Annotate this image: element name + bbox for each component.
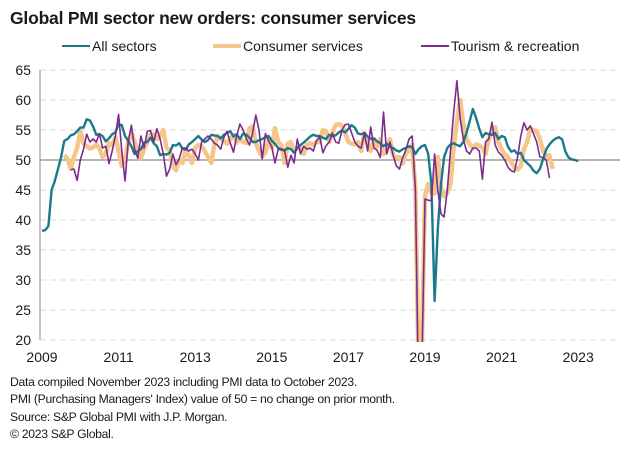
- series-group: [41, 80, 579, 342]
- legend-item-consumer-services: Consumer services: [213, 38, 363, 54]
- y-tick-label: 45: [15, 182, 31, 198]
- y-tick-label: 50: [15, 152, 31, 168]
- y-tick-label: 25: [15, 302, 31, 318]
- y-tick-label: 35: [15, 242, 31, 258]
- legend-item-tourism-recreation: Tourism & recreation: [421, 38, 579, 54]
- y-tick-label: 30: [15, 272, 31, 288]
- legend-swatch-consumer-services: [213, 44, 241, 48]
- footer-notes: Data compiled November 2023 including PM…: [10, 374, 395, 444]
- legend-item-all-sectors: All sectors: [62, 38, 157, 54]
- legend: All sectors Consumer services Tourism & …: [0, 38, 644, 58]
- legend-label-tourism-recreation: Tourism & recreation: [451, 38, 580, 54]
- series-line-all-sectors: [41, 107, 579, 303]
- x-tick-label: 2015: [256, 349, 287, 365]
- legend-swatch-all-sectors: [62, 45, 90, 47]
- footer-line-pmi-definition: PMI (Purchasing Managers' Index) value o…: [10, 392, 395, 407]
- x-axis-ticks: 2009 2011 2013 2015 2017 2019 2021 2023: [26, 349, 594, 365]
- chart-title: Global PMI sector new orders: consumer s…: [10, 8, 416, 28]
- gridlines: [40, 69, 620, 341]
- y-tick-label: 55: [15, 122, 31, 138]
- x-tick-label: 2011: [104, 349, 134, 365]
- x-tick-label: 2023: [563, 349, 594, 365]
- series-line-tourism-recreation: [70, 80, 551, 342]
- footer-line-compiled: Data compiled November 2023 including PM…: [10, 375, 357, 389]
- footer-line-source: Source: S&P Global PMI with J.P. Morgan.: [10, 409, 228, 424]
- x-tick-label: 2013: [180, 349, 211, 365]
- y-axis-ticks: 65 60 55 50 45 40 35 30 25 20: [15, 62, 31, 348]
- series-line-consumer-services: [62, 97, 555, 342]
- y-tick-label: 20: [15, 332, 31, 348]
- legend-swatch-tourism-recreation: [421, 45, 449, 47]
- y-tick-label: 60: [15, 92, 31, 108]
- x-tick-label: 2009: [26, 349, 57, 365]
- x-tick-label: 2021: [486, 349, 517, 365]
- y-tick-label: 65: [15, 62, 31, 78]
- y-tick-label: 40: [15, 212, 31, 228]
- legend-label-consumer-services: Consumer services: [243, 38, 363, 54]
- x-tick-label: 2017: [333, 349, 364, 365]
- x-tick-label: 2019: [409, 349, 440, 365]
- legend-label-all-sectors: All sectors: [92, 38, 157, 54]
- footer-line-copyright: © 2023 S&P Global.: [10, 427, 114, 442]
